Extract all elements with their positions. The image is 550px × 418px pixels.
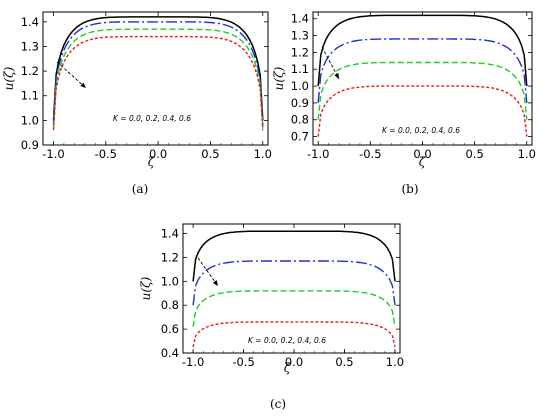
plot-frame xyxy=(42,11,269,146)
x-axis-label: ζ xyxy=(148,155,156,169)
series-line-K0-2 xyxy=(52,21,264,126)
y-tick-label: 1.3 xyxy=(291,29,309,43)
plot-frame xyxy=(182,223,401,354)
series-line-K0-2 xyxy=(192,260,396,306)
x-tick-label: -1.0 xyxy=(42,147,64,161)
y-tick-label: 1.2 xyxy=(161,250,179,264)
y-tick-label: 1.0 xyxy=(161,274,179,288)
k-values-annotation: K = 0.0, 0.2, 0.4, 0.6 xyxy=(382,126,460,135)
x-tick-label: -0.5 xyxy=(95,147,117,161)
y-tick-label: 1.4 xyxy=(291,12,309,26)
y-tick-label: 1.1 xyxy=(291,62,309,76)
arrow-head xyxy=(80,82,86,88)
x-axis-label: ζ xyxy=(419,155,427,169)
arrow-head xyxy=(334,73,339,79)
x-tick-label: 0.0 xyxy=(285,355,303,369)
series-line-K0-0 xyxy=(192,230,396,282)
trend-arrow xyxy=(56,61,87,89)
y-tick-label: 1.0 xyxy=(21,113,39,127)
series-line-K0-6 xyxy=(317,85,528,137)
y-axis-label: u(ζ) xyxy=(2,66,16,90)
x-tick-label: 1.0 xyxy=(518,147,536,161)
series-line-K0-0 xyxy=(317,14,528,87)
series-line-K0-6 xyxy=(192,321,396,348)
panel-caption: (c) xyxy=(270,397,286,411)
x-tick-label: 0.5 xyxy=(201,147,219,161)
y-tick-label: 0.9 xyxy=(21,138,39,152)
k-values-annotation: K = 0.0, 0.2, 0.4, 0.6 xyxy=(113,114,191,123)
x-tick-label: 1.0 xyxy=(254,147,272,161)
x-axis-label: ζ xyxy=(284,361,292,375)
x-tick-label: 0.0 xyxy=(413,147,431,161)
chart-panel-0: -1.0 -0.5 0.0 0.5 1.0 0.9 1.0 1.1 1.2 1.3 1.4 K = 0… xyxy=(2,11,272,196)
series-line-K0-0 xyxy=(52,16,264,121)
x-tick-label: -0.5 xyxy=(359,147,381,161)
x-tick-label: -1.0 xyxy=(307,147,329,161)
y-tick-label: 0.7 xyxy=(291,130,309,144)
x-tick-label: 0.0 xyxy=(149,147,167,161)
chart-panel-1: -1.0 -0.5 0.0 0.5 1.0 0.7 0.8 0.9 1.0 1.1 1.2 1.3 1.… xyxy=(272,11,536,196)
panel-caption: (a) xyxy=(132,182,149,196)
y-tick-label: 1.2 xyxy=(291,45,309,59)
y-tick-label: 1.4 xyxy=(21,15,39,29)
y-tick-label: 1.3 xyxy=(21,39,39,53)
y-axis-label: u(ζ) xyxy=(139,276,153,300)
series-line-K0-4 xyxy=(192,290,396,327)
series-line-K0-4 xyxy=(52,28,264,128)
trend-arrow xyxy=(321,46,340,80)
x-tick-label: 0.5 xyxy=(335,355,353,369)
panel-caption: (b) xyxy=(401,182,418,196)
series-line-K0-4 xyxy=(317,61,528,120)
y-tick-label: 0.4 xyxy=(161,346,179,360)
chart-panel-2: -1.0 -0.5 0.0 0.5 1.0 0.4 0.6 0.8 1.0 1.2 1.4 K = 0… xyxy=(139,223,404,411)
arrow-head xyxy=(212,280,218,286)
y-tick-label: 1.2 xyxy=(21,64,39,78)
x-tick-label: 1.0 xyxy=(386,355,404,369)
y-tick-label: 1.0 xyxy=(291,79,309,93)
x-tick-label: -0.5 xyxy=(232,355,254,369)
x-tick-label: -1.0 xyxy=(182,355,204,369)
series-line-K0-2 xyxy=(317,38,528,103)
y-tick-label: 1.1 xyxy=(21,89,39,103)
trend-arrow xyxy=(197,257,219,287)
y-tick-label: 0.8 xyxy=(291,113,309,127)
y-tick-label: 0.9 xyxy=(291,96,309,110)
y-tick-label: 1.4 xyxy=(161,227,179,241)
y-tick-label: 0.8 xyxy=(161,298,179,312)
y-axis-label: u(ζ) xyxy=(272,66,286,90)
k-values-annotation: K = 0.0, 0.2, 0.4, 0.6 xyxy=(248,336,326,345)
y-tick-label: 0.6 xyxy=(161,322,179,336)
x-tick-label: 0.5 xyxy=(465,147,483,161)
